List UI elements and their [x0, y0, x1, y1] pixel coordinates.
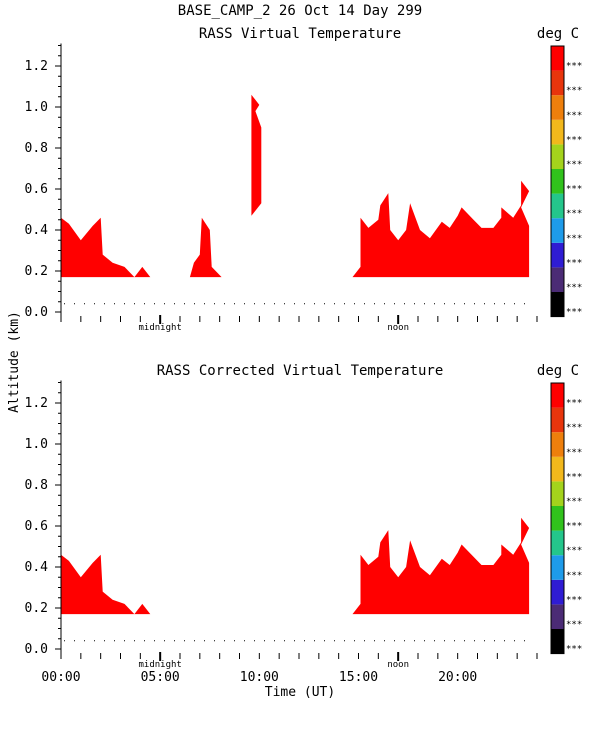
altitude-axis-label: Altitude (km) [7, 311, 22, 413]
colorbar-label: *** [566, 234, 582, 244]
colorbar-label: *** [566, 423, 582, 433]
colorbar-swatch [551, 169, 564, 194]
solar-marker-label: midnight [138, 323, 181, 333]
colorbar-swatch [551, 218, 564, 243]
colorbar-swatch [551, 555, 564, 580]
colorbar-swatch [551, 407, 564, 433]
panel-title: RASS Virtual Temperature [199, 26, 401, 42]
colorbar-label: *** [566, 160, 582, 170]
data-region [61, 554, 151, 615]
colorbar-label: *** [566, 308, 582, 318]
colorbar-label: *** [566, 209, 582, 219]
colorbar-swatch [551, 604, 564, 629]
panels-layer: RASS Virtual Temperature deg C 0.0 0.2 0.4 0.… [25, 26, 583, 685]
colorbar-frame [550, 45, 565, 318]
colorbar-label: *** [566, 283, 582, 293]
colorbar-swatch [551, 95, 564, 120]
colorbar-label: *** [566, 546, 582, 556]
colorbar-label: *** [566, 522, 582, 532]
solar-marker-label: noon [387, 660, 409, 670]
colorbar-label: *** [566, 86, 582, 96]
colorbar-swatch [551, 242, 564, 268]
colorbar-swatch [551, 70, 564, 96]
colorbar-swatch [551, 530, 564, 556]
colorbar-frame [550, 382, 565, 655]
colorbar-label: *** [566, 472, 582, 482]
colorbar-swatch [551, 119, 564, 145]
data-region [352, 517, 530, 615]
y-tick-label: 0.0 [25, 305, 48, 320]
colorbar-label: *** [566, 645, 582, 655]
y-tick-label: 0.8 [25, 478, 48, 493]
colorbar-swatch [551, 144, 564, 169]
x-tick-label: 00:00 [41, 670, 80, 685]
unit-label: deg C [537, 363, 579, 379]
figure-header: BASE_CAMP_2 26 Oct 14 Day 299 [178, 3, 422, 19]
y-tick-label: 0.0 [25, 642, 48, 657]
panel-1: RASS Virtual Temperature deg C 0.0 0.2 0.4 0.… [25, 26, 583, 333]
colorbar-label: *** [566, 62, 582, 72]
data-region [352, 180, 530, 278]
solar-marker-label: noon [387, 323, 409, 333]
y-tick-label: 0.2 [25, 264, 48, 279]
panel-title: RASS Corrected Virtual Temperature [157, 363, 444, 379]
colorbar-label: *** [566, 399, 582, 409]
x-tick-label: 15:00 [339, 670, 378, 685]
colorbar-label: *** [566, 111, 582, 121]
colorbar-swatch [551, 579, 564, 605]
y-tick-label: 1.2 [25, 59, 48, 74]
time-axis-label: Time (UT) [265, 685, 335, 700]
unit-label: deg C [537, 26, 579, 42]
data-region [61, 217, 151, 278]
colorbar-swatch [551, 456, 564, 482]
colorbar-label: *** [566, 497, 582, 507]
panel-2: RASS Corrected Virtual Temperature deg C 0… [25, 363, 583, 685]
colorbar-swatch [551, 432, 564, 457]
y-tick-label: 0.4 [25, 560, 49, 575]
y-tick-label: 1.0 [25, 100, 48, 115]
y-tick-label: 1.0 [25, 437, 48, 452]
colorbar-label: *** [566, 620, 582, 630]
colorbar-label: *** [566, 595, 582, 605]
data-region [251, 94, 262, 216]
colorbar-label: *** [566, 185, 582, 195]
colorbar-label: *** [566, 135, 582, 145]
colorbar-swatch [551, 267, 564, 292]
y-tick-label: 0.2 [25, 601, 48, 616]
colorbar-swatch [551, 506, 564, 531]
y-tick-label: 0.8 [25, 141, 48, 156]
y-tick-label: 0.6 [25, 519, 48, 534]
colorbar-swatch [551, 383, 564, 408]
colorbar-label: *** [566, 258, 582, 268]
colorbar-label: *** [566, 448, 582, 458]
data-region [189, 217, 222, 278]
y-tick-label: 1.2 [25, 396, 48, 411]
x-tick-label: 05:00 [141, 670, 180, 685]
y-tick-label: 0.4 [25, 223, 49, 238]
solar-marker-label: midnight [138, 660, 181, 670]
colorbar-swatch [551, 193, 564, 219]
y-tick-label: 0.6 [25, 182, 48, 197]
colorbar-swatch [551, 292, 564, 317]
colorbar-swatch [551, 46, 564, 71]
colorbar-swatch [551, 481, 564, 506]
colorbar-label: *** [566, 571, 582, 581]
x-tick-label: 20:00 [438, 670, 477, 685]
x-tick-label: 10:00 [240, 670, 279, 685]
colorbar-swatch [551, 629, 564, 654]
